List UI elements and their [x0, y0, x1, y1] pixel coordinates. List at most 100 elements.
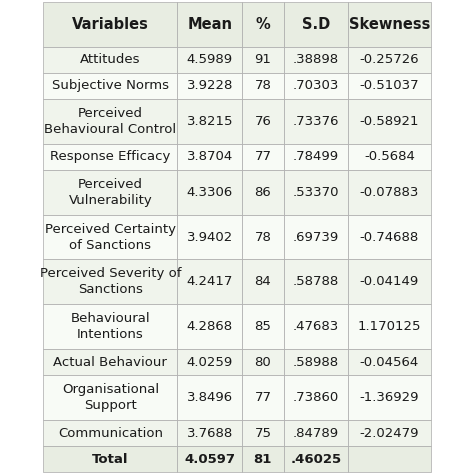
Bar: [177, 99, 242, 144]
Text: -1.36929: -1.36929: [360, 391, 419, 404]
Bar: [283, 144, 348, 170]
Text: 3.7688: 3.7688: [187, 427, 233, 439]
Bar: [242, 73, 283, 99]
Bar: [177, 420, 242, 446]
Bar: [44, 259, 177, 304]
Text: Actual Behaviour: Actual Behaviour: [54, 356, 167, 369]
Bar: [44, 215, 177, 259]
Text: 78: 78: [255, 230, 271, 244]
Bar: [44, 349, 177, 375]
Text: 77: 77: [255, 391, 272, 404]
Bar: [242, 446, 283, 472]
Bar: [348, 375, 430, 420]
Text: Communication: Communication: [58, 427, 163, 439]
Text: 1.170125: 1.170125: [358, 320, 421, 333]
Bar: [283, 375, 348, 420]
Bar: [283, 170, 348, 215]
Text: .84789: .84789: [293, 427, 339, 439]
Bar: [348, 73, 430, 99]
Bar: [44, 2, 177, 47]
Text: 91: 91: [255, 54, 271, 66]
Bar: [348, 304, 430, 349]
Bar: [242, 144, 283, 170]
Text: .58988: .58988: [293, 356, 339, 369]
Text: 3.8496: 3.8496: [187, 391, 233, 404]
Text: -2.02479: -2.02479: [360, 427, 419, 439]
Bar: [44, 304, 177, 349]
Bar: [348, 47, 430, 73]
Text: 80: 80: [255, 356, 271, 369]
Text: Perceived
Vulnerability: Perceived Vulnerability: [69, 178, 152, 207]
Text: Attitudes: Attitudes: [80, 54, 141, 66]
Bar: [283, 99, 348, 144]
Bar: [283, 259, 348, 304]
Bar: [283, 420, 348, 446]
Text: -0.04564: -0.04564: [360, 356, 419, 369]
Bar: [348, 349, 430, 375]
Bar: [44, 73, 177, 99]
Bar: [348, 446, 430, 472]
Text: -0.07883: -0.07883: [360, 186, 419, 199]
Text: 78: 78: [255, 79, 271, 92]
Bar: [242, 420, 283, 446]
Text: 3.8704: 3.8704: [187, 150, 233, 163]
Text: %: %: [255, 17, 270, 32]
Text: Behavioural
Intentions: Behavioural Intentions: [71, 312, 150, 341]
Bar: [242, 259, 283, 304]
Text: Subjective Norms: Subjective Norms: [52, 79, 169, 92]
Bar: [177, 259, 242, 304]
Bar: [348, 420, 430, 446]
Text: .73860: .73860: [293, 391, 339, 404]
Text: 4.5989: 4.5989: [187, 54, 233, 66]
Text: 4.0597: 4.0597: [184, 453, 235, 465]
Bar: [177, 2, 242, 47]
Bar: [177, 47, 242, 73]
Text: Skewness: Skewness: [349, 17, 430, 32]
Text: Organisational
Support: Organisational Support: [62, 383, 159, 412]
Text: Perceived Certainty
of Sanctions: Perceived Certainty of Sanctions: [45, 222, 176, 252]
Text: 86: 86: [255, 186, 271, 199]
Text: .69739: .69739: [293, 230, 339, 244]
Text: .78499: .78499: [293, 150, 339, 163]
Text: 75: 75: [255, 427, 272, 439]
Bar: [177, 446, 242, 472]
Text: 81: 81: [254, 453, 272, 465]
Bar: [283, 349, 348, 375]
Text: 3.9402: 3.9402: [187, 230, 233, 244]
Bar: [44, 375, 177, 420]
Text: S.D: S.D: [302, 17, 330, 32]
Bar: [283, 446, 348, 472]
Bar: [242, 349, 283, 375]
Text: .53370: .53370: [293, 186, 339, 199]
Text: 4.0259: 4.0259: [187, 356, 233, 369]
Text: 4.2417: 4.2417: [187, 275, 233, 288]
Text: 85: 85: [255, 320, 271, 333]
Text: 3.8215: 3.8215: [187, 115, 233, 128]
Text: Total: Total: [92, 453, 128, 465]
Text: 4.2868: 4.2868: [187, 320, 233, 333]
Text: -0.25726: -0.25726: [360, 54, 419, 66]
Text: 84: 84: [255, 275, 271, 288]
Text: Variables: Variables: [72, 17, 149, 32]
Bar: [44, 47, 177, 73]
Text: 77: 77: [255, 150, 272, 163]
Text: .58788: .58788: [293, 275, 339, 288]
Text: -0.51037: -0.51037: [360, 79, 419, 92]
Bar: [44, 446, 177, 472]
Bar: [283, 215, 348, 259]
Bar: [242, 304, 283, 349]
Bar: [177, 215, 242, 259]
Bar: [348, 2, 430, 47]
Bar: [44, 99, 177, 144]
Bar: [44, 170, 177, 215]
Text: 3.9228: 3.9228: [187, 79, 233, 92]
Bar: [283, 2, 348, 47]
Bar: [177, 304, 242, 349]
Text: Perceived Severity of
Sanctions: Perceived Severity of Sanctions: [40, 267, 181, 296]
Bar: [283, 47, 348, 73]
Text: -0.04149: -0.04149: [360, 275, 419, 288]
Bar: [44, 144, 177, 170]
Text: .47683: .47683: [293, 320, 339, 333]
Bar: [283, 304, 348, 349]
Bar: [177, 349, 242, 375]
